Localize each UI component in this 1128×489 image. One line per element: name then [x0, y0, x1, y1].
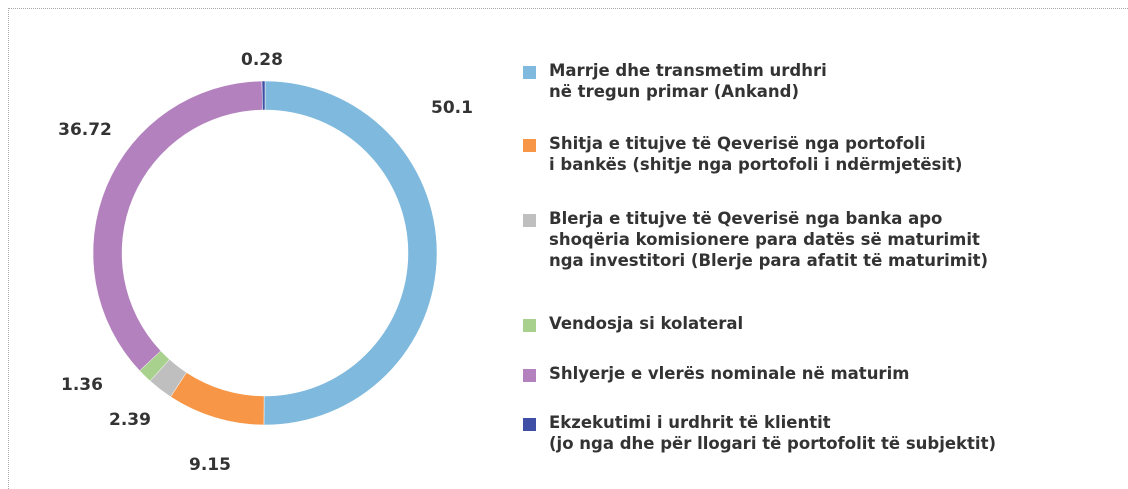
legend-swatch [523, 369, 536, 382]
legend-swatch [523, 214, 536, 227]
data-label: 0.28 [241, 50, 283, 70]
donut-segment [261, 80, 266, 111]
legend-swatch [523, 319, 536, 332]
legend-item: Ekzekutimi i urdhrit të klientit (jo nga… [523, 412, 996, 454]
legend-label: Marrje dhe transmetim urdhri në tregun p… [549, 61, 827, 101]
legend-item: Shitja e titujve të Qeverisë nga portofo… [523, 133, 962, 175]
legend-swatch [523, 66, 536, 79]
legend-item: Shlyerje e vlerës nominale në maturim [523, 363, 909, 384]
legend-label: Blerja e titujve të Qeverisë nga banka a… [549, 209, 989, 270]
legend-label: Shlyerje e vlerës nominale në maturim [549, 364, 910, 383]
donut-segment [92, 80, 263, 372]
data-label: 9.15 [189, 455, 231, 475]
donut-segment [170, 372, 265, 426]
legend-item: Blerja e titujve të Qeverisë nga banka a… [523, 208, 988, 271]
data-label: 36.72 [58, 120, 112, 140]
legend-swatch [523, 418, 536, 431]
legend-label: Vendosja si kolateral [549, 314, 744, 333]
legend-label: Shitja e titujve të Qeverisë nga portofo… [549, 134, 963, 174]
data-label: 1.36 [61, 375, 103, 395]
frame [8, 8, 1128, 489]
legend-label: Ekzekutimi i urdhrit të klientit (jo nga… [549, 413, 996, 453]
donut-segment [263, 80, 438, 426]
legend-item: Marrje dhe transmetim urdhri në tregun p… [523, 60, 827, 102]
legend-item: Vendosja si kolateral [523, 313, 743, 334]
data-label: 50.1 [431, 98, 473, 118]
legend-swatch [523, 139, 536, 152]
data-label: 2.39 [109, 410, 151, 430]
